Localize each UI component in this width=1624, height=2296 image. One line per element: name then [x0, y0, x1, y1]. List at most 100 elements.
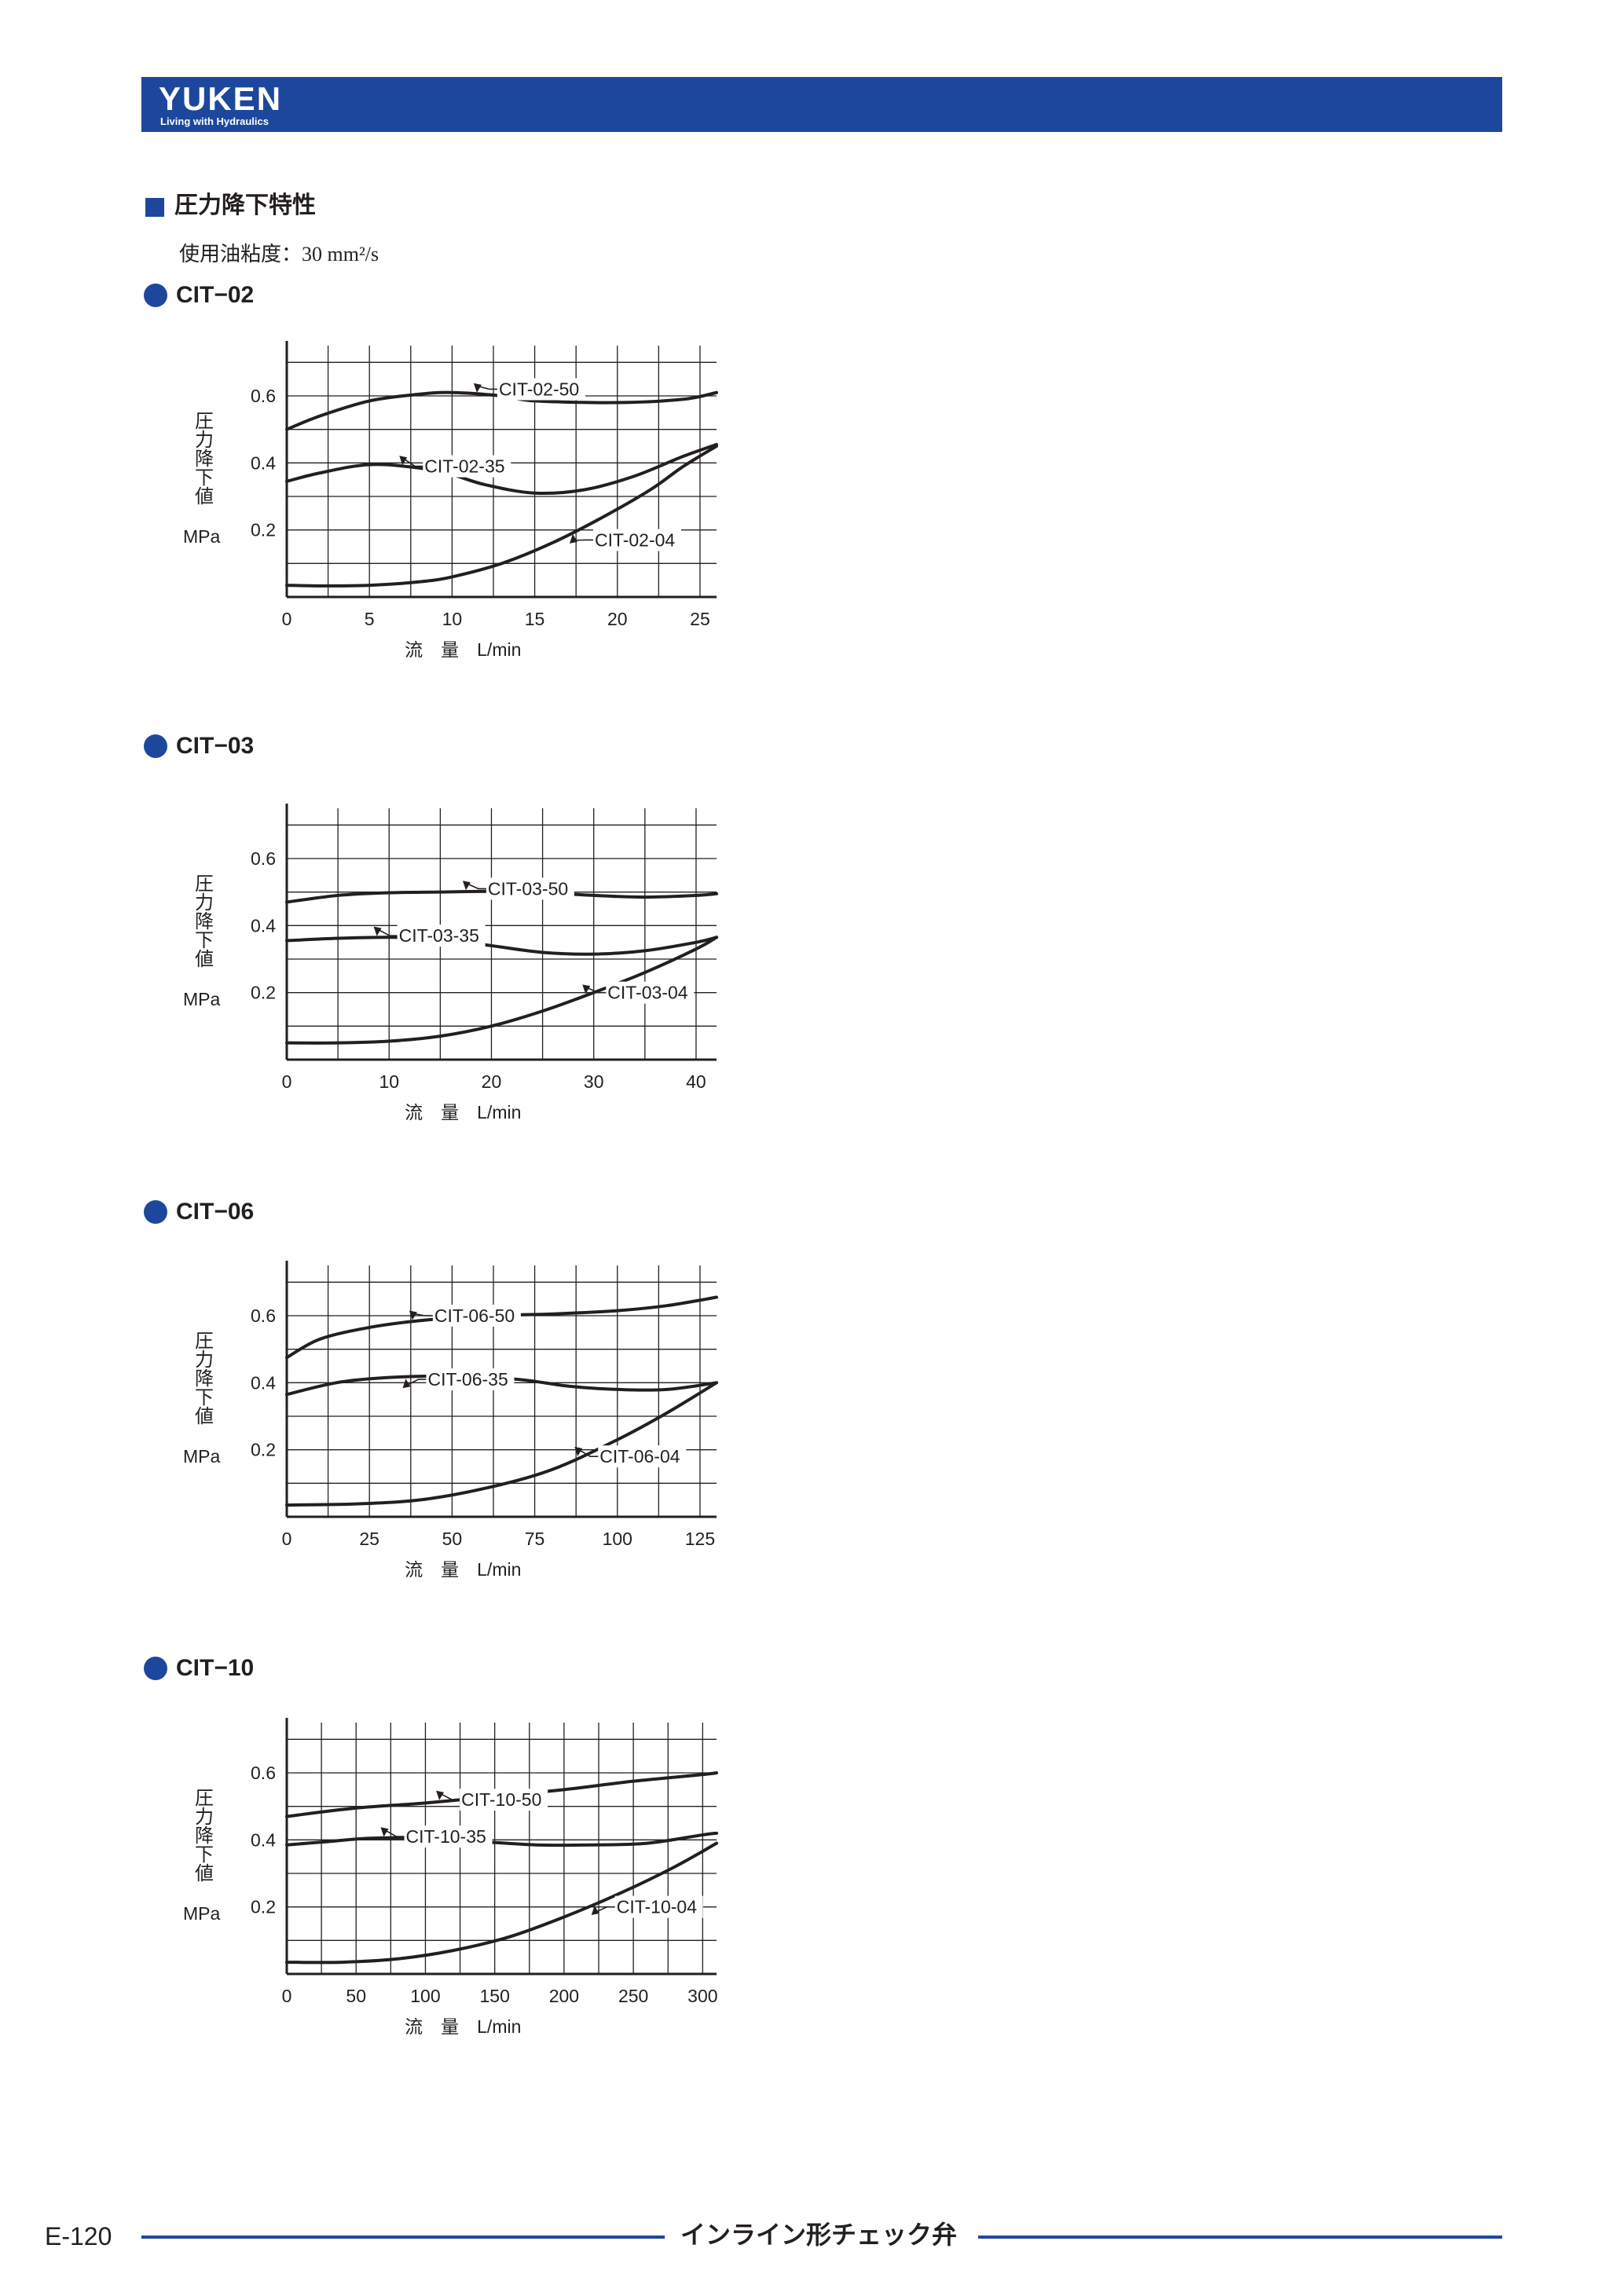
x-tick-label: 200 — [549, 1986, 579, 2006]
series-label: CIT-03-35 — [399, 925, 479, 946]
y-axis-label: 圧 力 降 下 値 — [195, 1331, 214, 1427]
x-tick-label: 250 — [618, 1986, 648, 2006]
bullet-dot-icon — [144, 734, 167, 758]
y-axis-unit: MPa — [183, 1903, 221, 1924]
annotation-label-bg — [397, 925, 486, 947]
annotation-arrow-icon — [591, 1906, 599, 1916]
x-axis-label: 流 量 L/min — [405, 1559, 521, 1580]
annotation-label-bg — [614, 1895, 703, 1918]
series-line — [285, 445, 718, 588]
x-tick-label: 5 — [365, 609, 375, 629]
series-line — [285, 936, 718, 1045]
series-line — [285, 1841, 718, 1965]
annotation-arrow-icon — [373, 926, 382, 936]
y-tick-label: 0.2 — [251, 1897, 276, 1917]
chart-title: CIT−03 — [176, 733, 255, 759]
pressure-drop-chart-cit-03: 0.2 0.4 0.6 0 10 20 30 40 流 量 L/min CIT-03-50 CIT-… — [251, 804, 718, 1122]
series-label: CIT-06-04 — [599, 1446, 680, 1467]
pressure-drop-chart-cit-06: 0.2 0.4 0.6 0 25 50 75 100 125 流 量 L/min CIT-06-50… — [251, 1261, 718, 1580]
chart-title: CIT−02 — [176, 282, 255, 308]
series-label: CIT-03-50 — [488, 878, 568, 899]
annotation-label-bg — [598, 1445, 687, 1468]
annotation-arrow-icon — [409, 1310, 417, 1320]
annotation-label-bg — [423, 455, 511, 478]
y-axis-label: 圧 力 降 下 値 — [195, 412, 214, 507]
x-axis-label: 流 量 L/min — [405, 639, 521, 660]
y-tick-label: 0.6 — [251, 1305, 276, 1326]
annotation-leader — [467, 883, 488, 890]
annotation-arrow-icon — [402, 1379, 411, 1389]
pressure-drop-chart-cit-02: 0.2 0.4 0.6 0 5 10 15 20 25 流 量 L/min CIT-02-50 CIT… — [251, 341, 718, 660]
series-label: CIT-10-50 — [461, 1789, 541, 1810]
x-tick-label: 20 — [607, 609, 628, 629]
x-tick-label: 75 — [525, 1529, 545, 1549]
series-line — [285, 442, 718, 496]
annotation-arrow-icon — [436, 1790, 445, 1800]
x-axis-label: 流 量 L/min — [405, 1102, 521, 1122]
annotation-leader — [440, 1792, 462, 1800]
y-tick-label: 0.2 — [251, 520, 276, 540]
y-axis-unit: MPa — [183, 989, 221, 1009]
bullet-dot-icon — [144, 1200, 167, 1224]
annotation-label-bg — [592, 529, 681, 551]
chart-title: CIT−10 — [176, 1655, 255, 1681]
y-axis-unit: MPa — [183, 1446, 221, 1467]
annotation-arrow-icon — [473, 383, 482, 393]
chart-title: CIT−06 — [176, 1199, 255, 1225]
x-tick-label: 0 — [282, 1529, 292, 1549]
x-tick-label: 0 — [282, 609, 292, 629]
series-line — [285, 390, 718, 431]
bullet-dot-icon — [144, 284, 167, 307]
annotation-leader — [413, 1313, 434, 1316]
series-label: CIT-02-35 — [424, 456, 504, 477]
series-line — [285, 936, 718, 956]
y-axis-label: 圧 力 降 下 値 — [195, 874, 214, 970]
x-tick-label: 125 — [685, 1529, 715, 1549]
x-axis-label: 流 量 L/min — [405, 2016, 521, 2037]
footer-title: インライン形チェック弁 — [680, 2221, 958, 2249]
annotation-arrow-icon — [569, 533, 577, 544]
x-tick-label: 20 — [482, 1071, 502, 1092]
y-tick-label: 0.6 — [251, 386, 276, 406]
annotation-leader — [403, 458, 425, 467]
viscosity-note: 使用油粘度：30 mm²/s — [179, 243, 379, 265]
series-label: CIT-10-35 — [406, 1826, 486, 1847]
y-tick-label: 0.4 — [251, 1372, 276, 1393]
annotation-leader — [478, 386, 499, 390]
x-tick-label: 0 — [282, 1071, 292, 1092]
annotation-leader — [596, 1906, 617, 1913]
series-line — [285, 1381, 718, 1507]
annotation-leader — [586, 987, 608, 994]
series-label: CIT-03-04 — [607, 983, 687, 1003]
y-tick-label: 0.4 — [251, 452, 276, 473]
y-tick-label: 0.4 — [251, 915, 276, 936]
pressure-drop-chart-cit-10: 0.2 0.4 0.6 0 50 100 150 200 250 300 流 量 L/min CIT-… — [251, 1718, 718, 2037]
x-tick-label: 15 — [525, 609, 545, 629]
x-tick-label: 300 — [687, 1986, 717, 2006]
annotation-arrow-icon — [399, 456, 408, 466]
y-tick-label: 0.2 — [251, 983, 276, 1003]
series-label: CIT-02-50 — [499, 379, 579, 399]
annotation-arrow-icon — [462, 881, 471, 891]
section-title: 圧力降下特性 — [174, 192, 316, 218]
section-square-icon — [145, 198, 164, 217]
logo-tagline: Living with Hydraulics — [160, 115, 269, 127]
annotation-arrow-icon — [380, 1827, 389, 1837]
annotation-label-bg — [404, 1825, 493, 1848]
y-tick-label: 0.6 — [251, 1763, 276, 1783]
annotation-label-bg — [460, 1789, 548, 1811]
annotation-label-bg — [606, 981, 695, 1004]
annotation-arrow-icon — [574, 1446, 583, 1456]
page-number: E-120 — [45, 2222, 112, 2250]
series-label: CIT-10-04 — [617, 1897, 697, 1917]
annotation-leader — [578, 1449, 600, 1457]
header-bar: YUKEN Living with Hydraulics — [141, 77, 1502, 132]
annotation-leader — [385, 1829, 406, 1837]
y-axis-label: 圧 力 降 下 値 — [195, 1789, 214, 1884]
annotation-leader — [407, 1379, 428, 1386]
series-label: CIT-06-35 — [427, 1369, 508, 1390]
y-tick-label: 0.2 — [251, 1440, 276, 1460]
footer-rule-right — [978, 2236, 1502, 2239]
x-tick-label: 0 — [282, 1986, 292, 2006]
x-tick-label: 25 — [690, 609, 710, 629]
